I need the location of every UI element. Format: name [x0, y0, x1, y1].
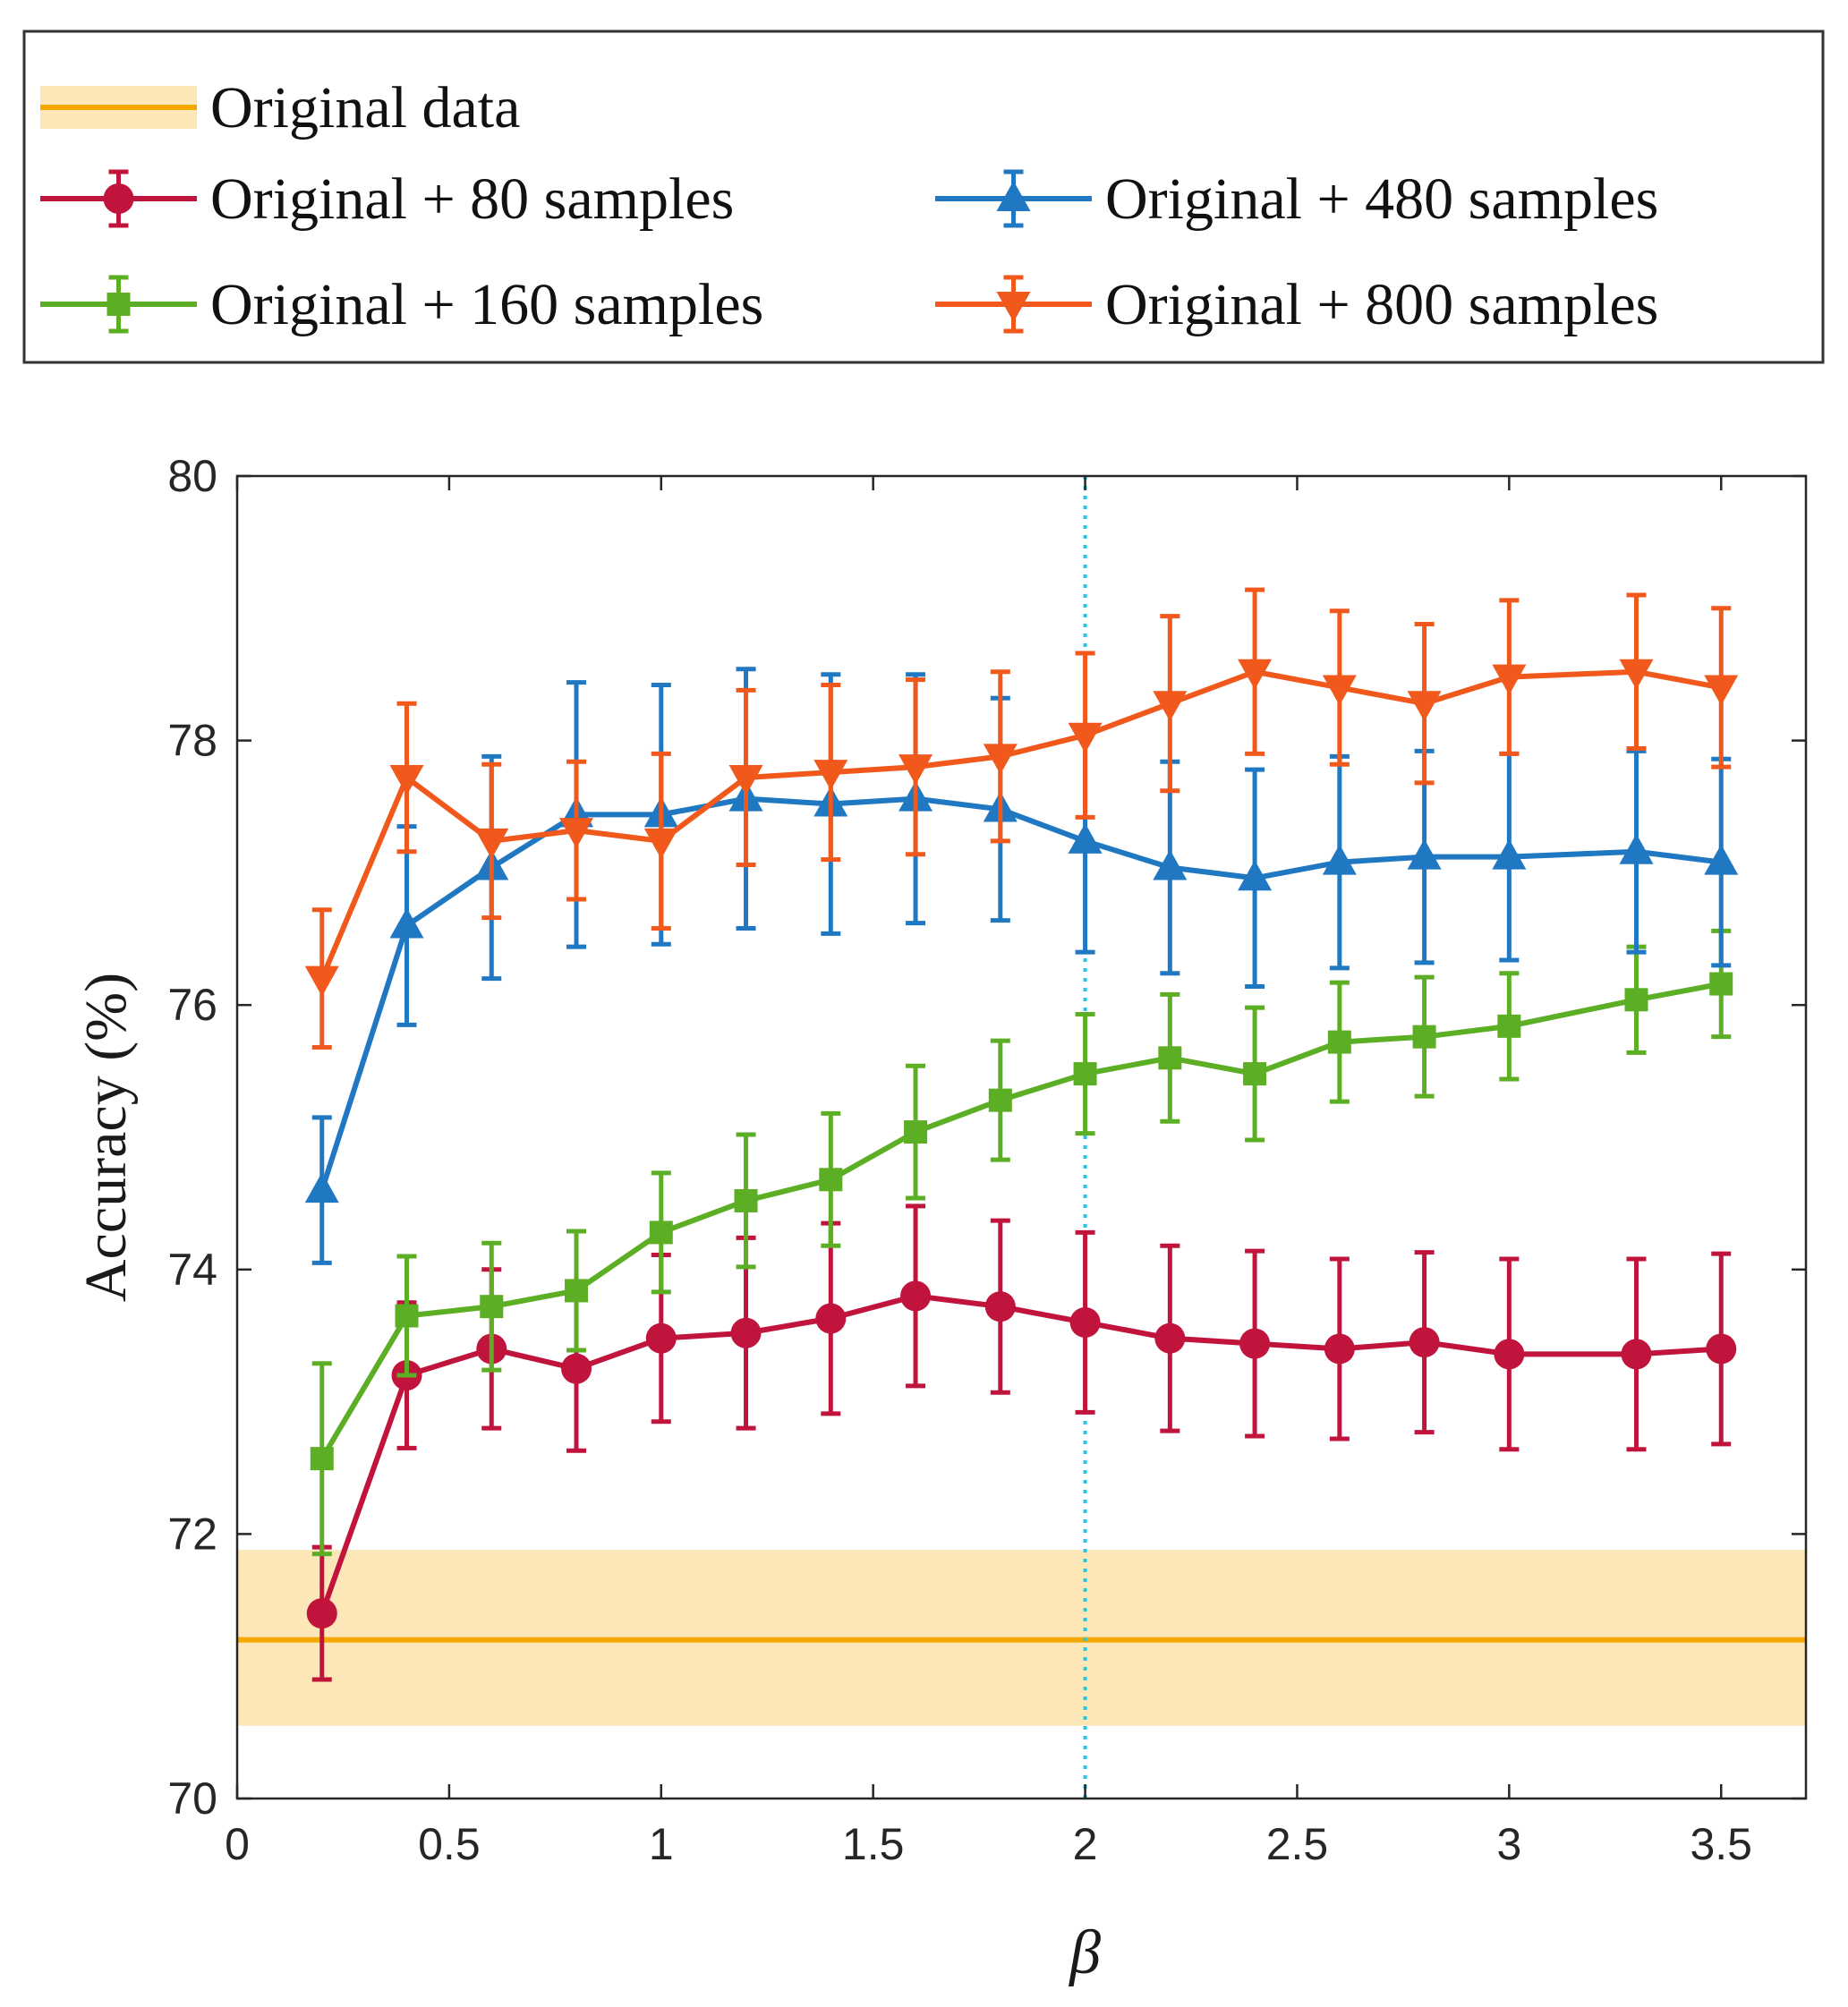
data-point	[1327, 1030, 1351, 1054]
data-point	[1706, 1333, 1737, 1365]
series-3	[304, 587, 1739, 1050]
legend-swatch-marker	[996, 292, 1031, 322]
data-point	[904, 1120, 928, 1144]
data-point	[1407, 691, 1442, 722]
data-point	[649, 1220, 673, 1245]
legend-swatch-marker	[996, 181, 1031, 211]
x-tick-label: 1.5	[842, 1819, 905, 1869]
data-point	[1709, 972, 1733, 996]
data-point	[815, 1303, 847, 1334]
data-point	[559, 818, 594, 849]
y-axis-label: Accuracy (%)	[73, 973, 139, 1302]
data-point	[813, 760, 848, 791]
data-point	[1407, 838, 1442, 870]
x-tick-label: 1	[649, 1819, 674, 1869]
data-point	[1621, 1339, 1652, 1370]
series-0	[306, 1203, 1737, 1682]
legend-box	[22, 30, 1825, 364]
x-tick-label: 0.5	[418, 1819, 481, 1869]
data-point	[1154, 1322, 1186, 1354]
plot-area: 0 0.5 1 1.5 2 2.5 3 3.5 70 72 74 76 78 80	[167, 451, 1808, 1869]
data-point	[1322, 675, 1357, 706]
legend-swatch-marker	[103, 183, 134, 214]
data-point	[1153, 691, 1188, 722]
legend-label: Original + 80 samples	[210, 166, 734, 232]
x-tick-label: 3	[1496, 1819, 1521, 1869]
legend-item-0: Original data	[40, 75, 520, 140]
legend-label: Original + 160 samples	[210, 272, 763, 337]
data-point	[983, 744, 1018, 775]
data-point	[643, 828, 678, 859]
data-point	[900, 1280, 932, 1312]
data-point	[1158, 1046, 1182, 1070]
y-tick-label: 72	[167, 1509, 217, 1559]
data-point	[310, 1447, 334, 1471]
data-point	[1704, 844, 1739, 875]
data-point	[306, 1598, 337, 1629]
y-tick-label: 78	[167, 716, 217, 766]
data-point	[1322, 844, 1357, 875]
data-point	[1243, 1062, 1267, 1086]
data-point	[1619, 833, 1654, 864]
data-point	[1068, 822, 1103, 854]
data-point	[1619, 659, 1654, 690]
legend-item-4: Original + 800 samples	[935, 272, 1658, 337]
data-point	[988, 1088, 1012, 1112]
x-tick-label: 0	[225, 1819, 250, 1869]
legend-swatch-marker	[106, 293, 131, 316]
data-point	[1068, 722, 1103, 753]
legend-label: Original + 480 samples	[1105, 166, 1658, 232]
legend-item-3: Original + 480 samples	[935, 166, 1658, 232]
data-point	[389, 764, 424, 795]
data-point	[1494, 1339, 1525, 1370]
data-point	[1409, 1327, 1440, 1358]
data-point	[1324, 1333, 1355, 1365]
x-axis-label: β	[1068, 1918, 1101, 1987]
data-point	[1492, 838, 1527, 870]
data-point	[1497, 1014, 1521, 1038]
data-point	[1238, 860, 1273, 891]
series-1	[310, 928, 1733, 1557]
y-tick-label: 70	[167, 1773, 217, 1824]
data-point	[565, 1279, 589, 1303]
data-point	[645, 1322, 677, 1354]
data-point	[395, 1304, 419, 1328]
data-point	[819, 1168, 843, 1192]
data-point	[1073, 1062, 1097, 1086]
data-point	[1412, 1025, 1436, 1049]
y-tick-label: 80	[167, 451, 217, 501]
data-point	[984, 1291, 1016, 1322]
data-point	[734, 1188, 758, 1212]
data-point	[474, 828, 509, 859]
y-tick-label: 76	[167, 980, 217, 1030]
data-point	[1704, 675, 1739, 706]
data-point	[728, 764, 763, 795]
y-tick-label: 74	[167, 1245, 217, 1295]
x-tick-label: 2	[1073, 1819, 1098, 1869]
legend: Original data Original + 80 samples Origin…	[22, 30, 1825, 364]
data-point	[389, 907, 424, 939]
data-point	[304, 965, 339, 997]
x-tick-label: 3.5	[1690, 1819, 1752, 1869]
axes-box	[235, 474, 1808, 1800]
data-point	[1153, 849, 1188, 880]
data-point	[898, 754, 933, 786]
data-point	[1492, 664, 1527, 695]
data-point	[1239, 1328, 1271, 1359]
x-tick-label: 2.5	[1266, 1819, 1329, 1869]
data-point	[561, 1353, 592, 1384]
data-point	[480, 1295, 504, 1319]
legend-item-2: Original + 160 samples	[40, 272, 763, 337]
data-point	[1624, 988, 1648, 1012]
legend-label: Original + 800 samples	[1105, 272, 1658, 337]
data-point	[304, 1172, 339, 1203]
legend-item-1: Original + 80 samples	[40, 166, 734, 232]
legend-label: Original data	[210, 75, 520, 140]
data-point	[1069, 1306, 1101, 1338]
data-point	[730, 1317, 762, 1348]
data-point	[1238, 659, 1273, 690]
